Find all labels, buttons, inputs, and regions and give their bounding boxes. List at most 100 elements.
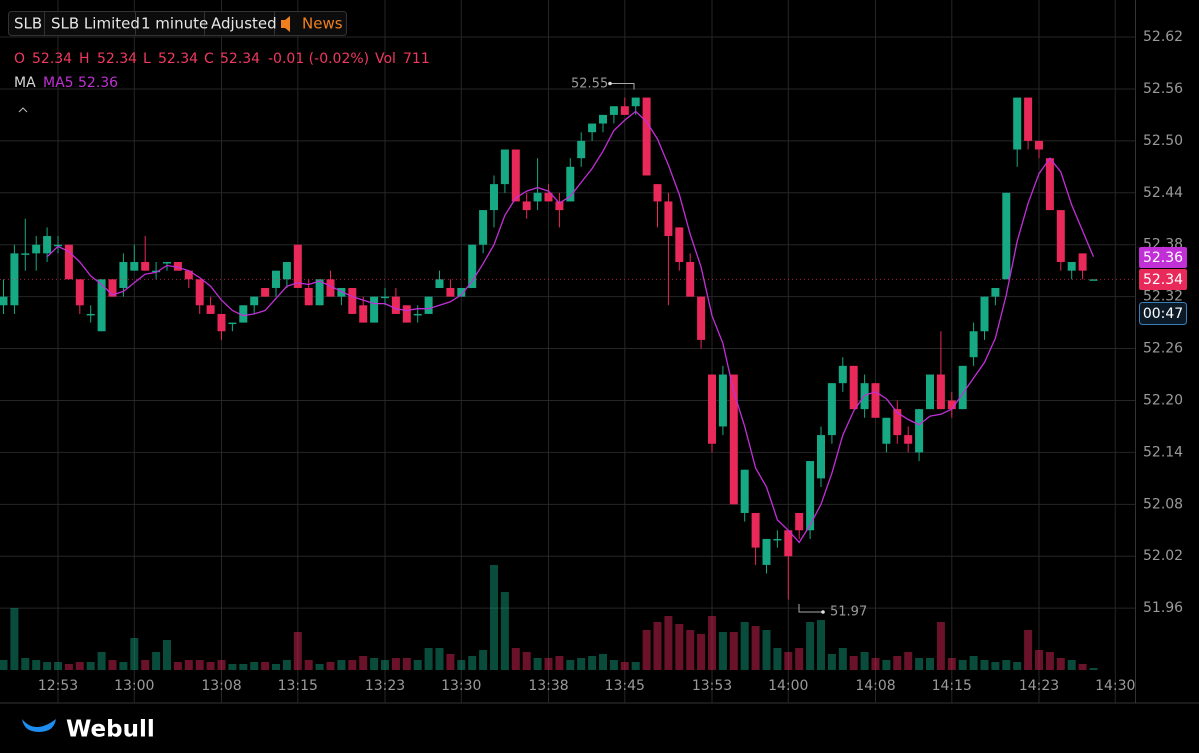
- candle-body: [457, 287, 466, 297]
- volume-bar: [969, 656, 978, 670]
- x-tick-label: 14:30: [1095, 678, 1135, 694]
- volume-bar: [468, 656, 477, 670]
- candle-body: [718, 374, 727, 427]
- volume-bar: [1002, 660, 1011, 670]
- volume-bar: [915, 658, 924, 670]
- candle-body: [849, 365, 858, 410]
- candle-body: [599, 114, 607, 124]
- candle-body: [1078, 253, 1087, 271]
- candle-body: [620, 106, 629, 115]
- volume-bar: [391, 658, 400, 670]
- candle-body: [827, 383, 836, 436]
- x-tick-label: 13:00: [114, 678, 154, 694]
- candle-body: [533, 192, 542, 202]
- volume-bar: [402, 658, 411, 670]
- x-tick-label: 14:08: [855, 678, 895, 694]
- candle-body: [490, 184, 498, 211]
- volume-bar: [304, 660, 313, 670]
- y-tick-label: 52.02: [1143, 548, 1183, 564]
- candle-body: [468, 244, 477, 288]
- candle-body: [75, 279, 84, 306]
- candle-body: [163, 262, 171, 264]
- candle-body: [315, 279, 324, 306]
- interval[interactable]: 1 minute: [141, 15, 208, 33]
- candle-body: [435, 279, 444, 288]
- candle-body: [119, 262, 128, 288]
- volume-bar: [599, 654, 607, 670]
- candle-body: [10, 253, 19, 306]
- candle-body: [577, 140, 586, 159]
- candle-body: [141, 262, 150, 271]
- volume-bar: [664, 616, 673, 670]
- quote-value: 52.34: [158, 51, 198, 67]
- candle-body: [795, 512, 804, 531]
- volume-bar: [293, 632, 302, 670]
- news[interactable]: News: [302, 15, 343, 33]
- candle-body: [152, 270, 161, 273]
- x-tick-label: 12:53: [38, 678, 78, 694]
- volume-bar: [653, 622, 662, 670]
- quote-label: L: [143, 51, 151, 67]
- candle-body: [184, 270, 193, 280]
- volume-bar: [1013, 662, 1022, 670]
- y-tick-label: 52.32: [1143, 289, 1183, 305]
- candle-body: [762, 538, 771, 565]
- price-badge-text: 52.34: [1143, 272, 1183, 288]
- x-tick-label: 13:45: [605, 678, 645, 694]
- toolbar: [8, 11, 347, 36]
- price-badge: [1139, 269, 1187, 290]
- y-tick-label: 52.20: [1143, 392, 1183, 408]
- x-tick-label: 14:00: [768, 678, 808, 694]
- candle-body: [86, 313, 95, 316]
- candle-body: [173, 262, 182, 271]
- y-tick-label: 52.26: [1143, 341, 1183, 357]
- volume-bar: [555, 656, 564, 670]
- y-tick-label: 51.96: [1143, 600, 1183, 616]
- collapse-caret[interactable]: [18, 107, 28, 113]
- volume-bar: [261, 662, 270, 670]
- candle-body: [686, 262, 695, 297]
- candle-body: [293, 244, 302, 288]
- candle-body: [413, 313, 422, 316]
- volume-bar: [86, 662, 95, 670]
- volume-bar: [21, 658, 30, 670]
- quote-value: 52.34: [32, 51, 72, 67]
- candle-body: [228, 322, 237, 325]
- symbol[interactable]: SLB: [14, 15, 42, 33]
- candle-body: [217, 313, 226, 332]
- volume-bar: [239, 664, 248, 670]
- volume-bar: [195, 660, 204, 670]
- indicator-value: MA5 52.36: [43, 75, 118, 91]
- volume-bar: [740, 622, 749, 670]
- volume-bar: [10, 608, 19, 670]
- candle-body: [740, 469, 749, 513]
- x-tick-label: 13:38: [528, 678, 568, 694]
- volume-bar: [370, 658, 379, 670]
- company-name[interactable]: SLB Limited: [51, 15, 140, 33]
- news-icon[interactable]: [281, 16, 290, 32]
- volume-bar: [1035, 650, 1043, 670]
- candle-body: [773, 538, 782, 541]
- volume-bar: [762, 630, 771, 670]
- candle-body: [108, 279, 117, 297]
- y-tick-label: 52.08: [1143, 496, 1183, 512]
- candle-body: [97, 279, 106, 332]
- candle-body: [609, 106, 618, 115]
- candle-body: [926, 374, 934, 410]
- volume-bar: [43, 662, 52, 670]
- adjust[interactable]: Adjusted: [211, 15, 277, 33]
- candle-body: [522, 201, 531, 211]
- y-tick-label: 52.56: [1143, 81, 1183, 97]
- candle-body: [871, 383, 880, 418]
- candle-body: [391, 296, 400, 314]
- candle-body: [54, 244, 62, 247]
- volume-bar: [806, 622, 815, 670]
- candle-body: [0, 296, 8, 306]
- volume-bar: [75, 662, 84, 670]
- volume-bar: [1078, 664, 1087, 670]
- volume-bar: [337, 660, 346, 670]
- y-tick-label: 52.62: [1143, 29, 1183, 45]
- candle-body: [697, 296, 706, 340]
- volume-bar: [359, 656, 368, 670]
